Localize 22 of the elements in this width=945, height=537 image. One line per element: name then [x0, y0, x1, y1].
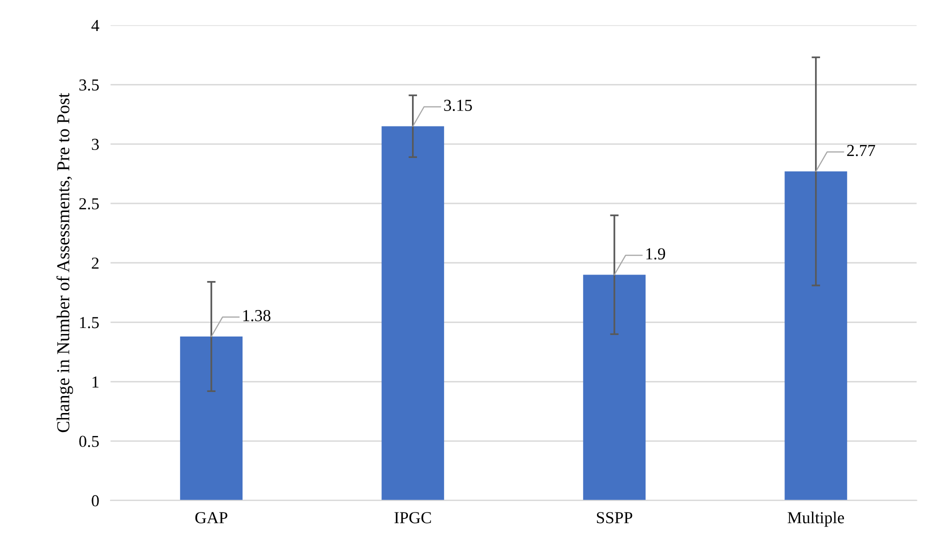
y-tick-label: 2.5: [79, 198, 99, 210]
bar: [784, 171, 848, 500]
bar: [583, 274, 646, 500]
data-label: 2.77: [847, 144, 876, 156]
y-tick-label: 1.5: [80, 317, 99, 328]
y-tick-label: 4: [91, 20, 100, 32]
x-tick-label: Multiple: [788, 512, 844, 527]
y-tick-label: 2: [92, 258, 99, 269]
x-tick-label: GAP: [195, 512, 228, 524]
y-tick-label: 0: [92, 495, 99, 506]
y-tick-label: 3.5: [79, 79, 99, 91]
data-label: 1.38: [243, 310, 270, 322]
bar: [180, 336, 243, 500]
x-tick-label: IPGC: [394, 512, 431, 524]
y-axis-title: Change in Number of Assessments, Pre to Post: [56, 92, 74, 432]
y-tick-label: 1: [92, 376, 98, 388]
data-label: 1.9: [646, 248, 666, 260]
bar: [382, 126, 444, 500]
y-tick-label: 0.5: [79, 436, 99, 448]
data-label: 3.15: [444, 100, 472, 112]
x-tick-label: SSPP: [596, 512, 632, 524]
y-tick-label: 3: [92, 138, 99, 150]
